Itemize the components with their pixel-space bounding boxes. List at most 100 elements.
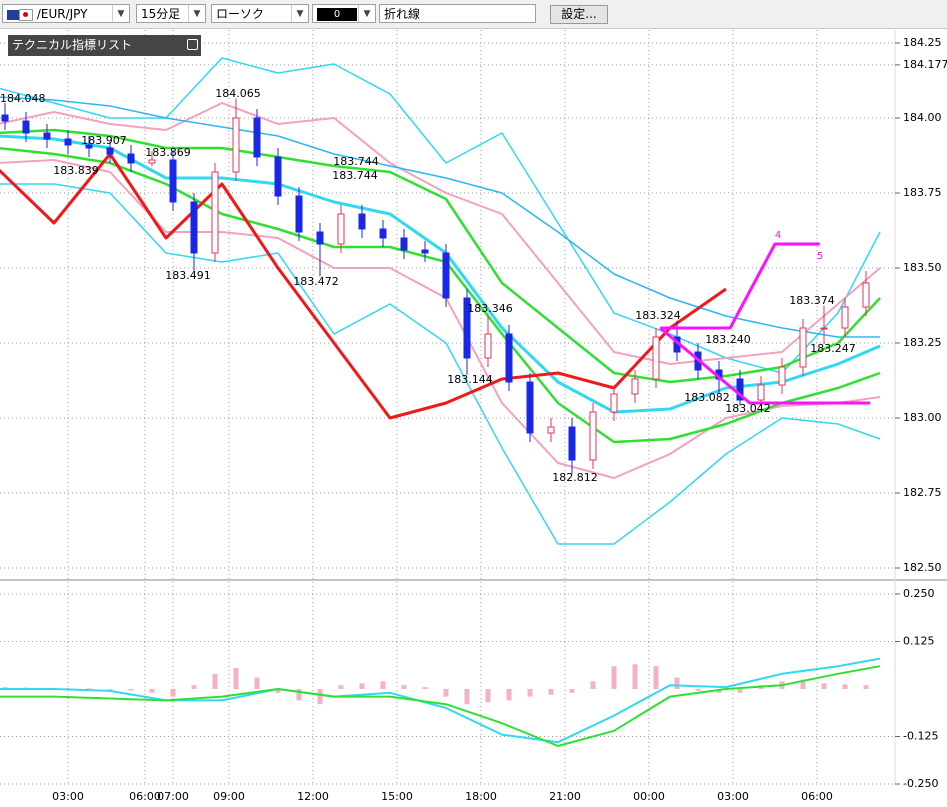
y-tick-label: 182.50 <box>903 561 942 574</box>
y-tick-label: 184.25 <box>903 36 942 49</box>
line-style: 折れ線 <box>384 7 421 21</box>
candle-body <box>169 159 177 203</box>
histogram-bar <box>506 689 512 701</box>
indicator-line <box>0 57 881 374</box>
histogram-bar <box>422 687 428 689</box>
dropdown-arrow: ▼ <box>291 5 308 22</box>
y-tick-label: 0.125 <box>903 635 935 648</box>
indicator-line <box>0 183 881 545</box>
price-annotation: 183.907 <box>81 134 127 147</box>
histogram-bar <box>548 689 554 695</box>
candle-body <box>148 159 156 164</box>
x-tick-label: 12:00 <box>297 790 329 803</box>
candle-body <box>85 144 93 149</box>
candle-body <box>442 252 450 299</box>
indicator-panel[interactable]: テクニカル指標リスト <box>8 35 201 56</box>
settings-button[interactable]: 設定... <box>550 5 608 24</box>
histogram-bar <box>86 688 92 689</box>
histogram-bar <box>275 689 281 693</box>
price-annotation: 184.065 <box>215 87 261 100</box>
histogram-bar <box>380 681 386 689</box>
x-tick-label: 21:00 <box>549 790 581 803</box>
histogram-bar <box>674 677 680 689</box>
timeframe: 15分足 <box>141 7 181 21</box>
candle-body <box>106 147 114 155</box>
candle-body <box>757 384 765 401</box>
histogram-bar <box>191 685 197 689</box>
indicator-line <box>0 152 727 420</box>
candle-body <box>64 138 72 146</box>
histogram-bar <box>233 668 239 689</box>
y-tick-label: 183.25 <box>903 336 942 349</box>
projection-line <box>660 242 820 330</box>
candle-body <box>43 132 51 140</box>
histogram-bar <box>695 689 701 691</box>
indicator-line <box>0 102 881 365</box>
candle-body <box>127 153 135 164</box>
panel-icon[interactable] <box>187 39 198 50</box>
histogram-bar <box>296 689 302 701</box>
candle-body <box>631 378 639 395</box>
histogram-bar <box>632 664 638 689</box>
candle-body <box>400 237 408 251</box>
price-annotation: 183.869 <box>145 146 191 159</box>
histogram-bar <box>401 685 407 689</box>
histogram-bar <box>443 689 449 697</box>
histogram-bar <box>359 683 365 689</box>
candle-body <box>820 327 828 330</box>
price-annotation: 183.324 <box>635 309 681 322</box>
price-annotation: 183.247 <box>810 342 856 355</box>
candle-body <box>316 231 324 245</box>
panel-title: テクニカル指標リスト <box>12 38 133 52</box>
histogram-bar <box>800 679 806 689</box>
candle-body <box>22 120 30 134</box>
dropdown-arrow: ▼ <box>112 5 129 22</box>
price-annotation: 183.144 <box>447 373 493 386</box>
candle-body <box>1 114 9 122</box>
line-style-field[interactable]: 折れ線 <box>379 4 536 23</box>
color-select[interactable]: 0 ▼ <box>312 4 376 23</box>
histogram-bar <box>863 685 869 689</box>
indicator-line <box>0 159 881 479</box>
histogram-bar <box>590 681 596 689</box>
histogram-bar <box>170 689 176 697</box>
candle-body <box>253 117 261 158</box>
histogram-bar <box>842 684 848 689</box>
x-tick-label: 07:00 <box>157 790 189 803</box>
histogram-bar <box>611 666 617 689</box>
candle-body <box>211 171 219 254</box>
candle-body <box>841 306 849 329</box>
projection-label: 5 <box>817 251 823 262</box>
histogram-bar <box>107 689 113 690</box>
style-select[interactable]: ローソク ▼ <box>211 4 309 23</box>
candle-body <box>799 327 807 368</box>
candle-body <box>505 333 513 383</box>
price-annotation: 183.744 <box>333 155 379 168</box>
histogram-bar <box>338 685 344 689</box>
candle-body <box>862 282 870 308</box>
price-annotation: 184.048 <box>0 92 46 105</box>
price-annotation: 182.812 <box>552 471 598 484</box>
timeframe-select[interactable]: 15分足 ▼ <box>136 4 206 23</box>
x-tick-label: 03:00 <box>717 790 749 803</box>
candle-body <box>358 213 366 230</box>
indicator-line <box>0 128 881 384</box>
y-tick-label: 183.75 <box>903 186 942 199</box>
candle-body <box>736 378 744 401</box>
candle-body <box>547 426 555 434</box>
histogram-bar <box>464 689 470 705</box>
y-tick-label: 183.00 <box>903 411 942 424</box>
histogram-bar <box>527 689 533 697</box>
candle-body <box>274 156 282 197</box>
histogram-bar <box>149 689 155 693</box>
dropdown-arrow: ▼ <box>188 5 205 22</box>
x-tick-label: 00:00 <box>633 790 665 803</box>
y-tick-label: 182.75 <box>903 486 942 499</box>
symbol-select[interactable]: /EUR/JPY ▼ <box>2 4 130 23</box>
histogram-bar <box>128 689 134 691</box>
candle-body <box>484 333 492 359</box>
price-annotation: 183.240 <box>705 333 751 346</box>
y-tick-label: 0.250 <box>903 587 935 600</box>
histogram-bar <box>821 683 827 689</box>
